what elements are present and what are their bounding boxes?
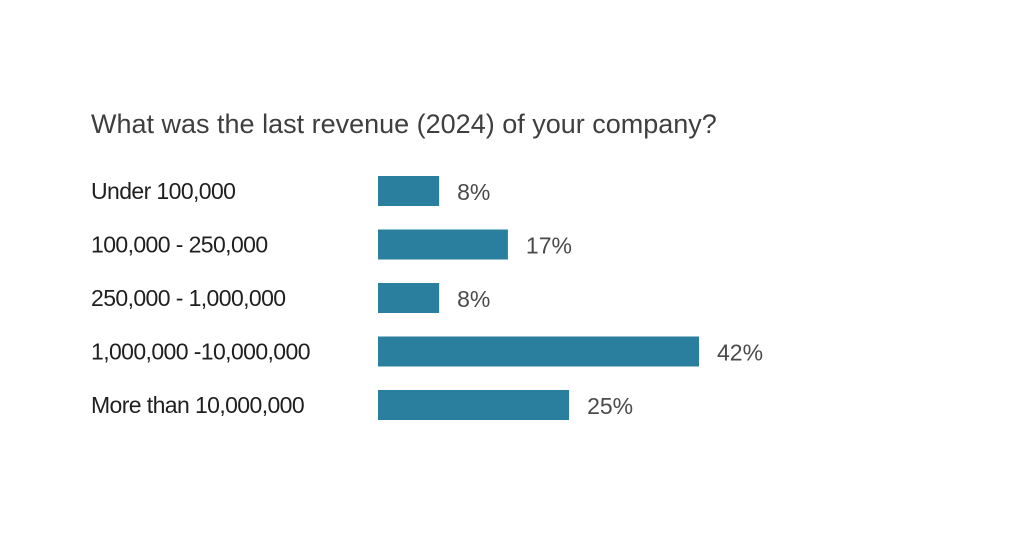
value-label: 25%: [587, 393, 633, 419]
bar: [378, 283, 440, 313]
category-label: More than 10,000,000: [91, 392, 304, 418]
bar: [378, 390, 570, 420]
category-label: 1,000,000 -10,000,000: [91, 339, 310, 365]
bar: [378, 336, 699, 367]
category-label: 100,000 - 250,000: [91, 232, 268, 258]
bar: [378, 229, 508, 260]
chart-title: What was the last revenue (2024) of your…: [91, 109, 717, 139]
value-label: 42%: [717, 340, 763, 366]
value-label: 17%: [526, 233, 572, 259]
category-label: Under 100,000: [91, 178, 235, 204]
bar: [378, 176, 440, 206]
value-label: 8%: [457, 179, 490, 205]
value-label: 8%: [457, 286, 490, 312]
category-label: 250,000 - 1,000,000: [91, 285, 286, 311]
chart-rows: Under 100,000 8% 100,000 - 250,000 17% 250,0…: [91, 176, 763, 420]
